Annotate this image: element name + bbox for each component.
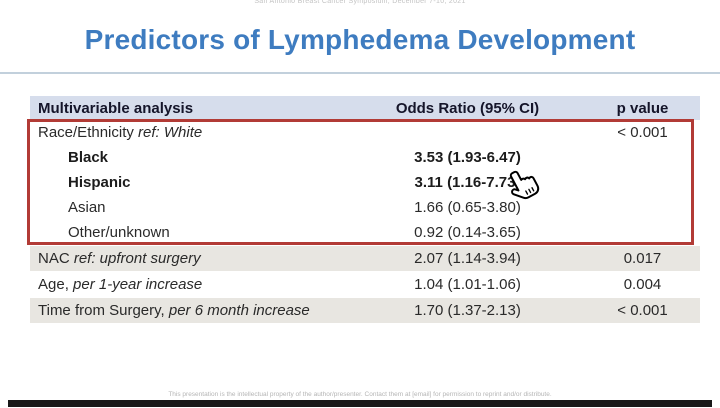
row-label: Age, per 1-year increase: [38, 276, 203, 293]
odds-ratio-value: 1.04 (1.01-1.06): [414, 276, 521, 293]
odds-ratio-value: 1.66 (0.65-3.80): [414, 199, 521, 216]
table-row-time-from-surgery: Time from Surgery, per 6 month increase …: [30, 298, 700, 323]
column-header-p-value: p value: [616, 99, 669, 117]
conference-caption: San Antonio Breast Cancer Symposium; Dec…: [254, 0, 466, 5]
bottom-bar: [8, 400, 712, 407]
table-row-hispanic: Hispanic 3.11 (1.16-7.73): [30, 170, 700, 195]
hand-pointer-cursor-icon: [499, 159, 553, 213]
odds-ratio-value: 2.07 (1.14-3.94): [414, 250, 521, 267]
title-divider: [0, 72, 720, 74]
results-table: Multivariable analysis Odds Ratio (95% C…: [30, 96, 700, 323]
odds-ratio-value: 0.92 (0.14-3.65): [414, 224, 521, 241]
table-row-age: Age, per 1-year increase 1.04 (1.01-1.06…: [30, 272, 700, 297]
odds-ratio-value: 3.11 (1.16-7.73): [414, 174, 521, 191]
p-value: < 0.001: [617, 302, 668, 319]
table-row-nac: NAC ref: upfront surgery 2.07 (1.14-3.94…: [30, 246, 700, 271]
row-label: Asian: [68, 199, 106, 216]
table-header-row: Multivariable analysis Odds Ratio (95% C…: [30, 96, 700, 120]
p-value: 0.017: [623, 250, 662, 267]
odds-ratio-value: 3.53 (1.93-6.47): [414, 149, 521, 166]
row-label: Time from Surgery, per 6 month increase: [38, 302, 310, 319]
row-label: Hispanic: [68, 174, 131, 191]
p-value: < 0.001: [617, 124, 668, 141]
row-label: Black: [68, 149, 109, 166]
table-row-asian: Asian 1.66 (0.65-3.80): [30, 195, 700, 220]
copyright-footer: This presentation is the intellectual pr…: [168, 391, 552, 398]
table-row-race-ethnicity: Race/Ethnicity ref: White < 0.001: [30, 120, 700, 145]
row-label: Other/unknown: [68, 224, 170, 241]
column-header-odds-ratio: Odds Ratio (95% CI): [395, 99, 540, 117]
table-row-black: Black 3.53 (1.93-6.47): [30, 145, 700, 170]
p-value: 0.004: [623, 276, 662, 293]
slide-title: Predictors of Lymphedema Development: [84, 24, 636, 55]
column-header-multivariable: Multivariable analysis: [38, 99, 194, 117]
odds-ratio-value: 1.70 (1.37-2.13): [414, 302, 521, 319]
table-row-other-unknown: Other/unknown 0.92 (0.14-3.65): [30, 220, 700, 245]
row-label: Race/Ethnicity ref: White: [38, 124, 203, 141]
row-label: NAC ref: upfront surgery: [38, 250, 201, 267]
